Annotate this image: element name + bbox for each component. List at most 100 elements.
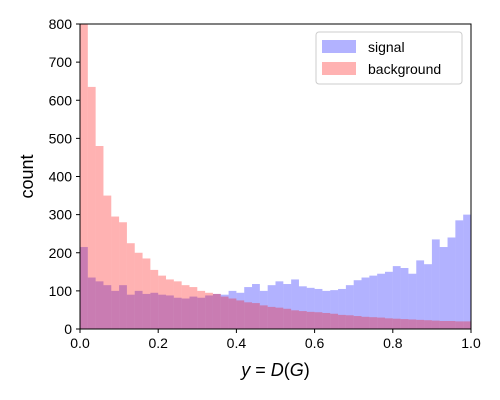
signal-bar — [205, 295, 213, 329]
signal-bar — [369, 275, 378, 329]
signal-bar — [134, 290, 143, 329]
background-bar — [463, 321, 471, 329]
signal-bar — [252, 284, 260, 329]
signal-bar — [377, 273, 385, 329]
signal-bar — [314, 288, 323, 329]
signal-bar — [447, 237, 456, 329]
background-bar — [377, 317, 385, 329]
background-bar — [189, 287, 198, 329]
signal-series — [80, 197, 495, 329]
signal-bar — [384, 271, 393, 329]
background-bar — [275, 307, 284, 329]
background-bar — [205, 292, 213, 329]
signal-bar — [103, 285, 112, 329]
signal-bar — [228, 290, 237, 329]
background-bar — [291, 310, 299, 329]
ticks-layer: 0.0 0.2 0.4 0.6 0.8 1.0 0 100 200 300 400 500 600 700… — [49, 16, 481, 351]
background-bar — [103, 195, 112, 329]
signal-bar — [87, 277, 96, 329]
x-tick-label: 1.0 — [461, 335, 481, 351]
background-bar — [439, 320, 448, 329]
background-bar — [298, 311, 307, 329]
legend-swatch-background — [322, 62, 356, 75]
signal-bar — [416, 260, 425, 329]
background-bar — [330, 313, 339, 329]
background-bar — [119, 222, 127, 329]
background-bar — [111, 216, 120, 329]
signal-bar — [479, 207, 487, 329]
signal-bar — [119, 285, 127, 329]
signal-bar — [408, 273, 417, 329]
background-bar — [369, 317, 378, 329]
y-tick-label: 200 — [49, 245, 73, 261]
legend-label-background: background — [368, 61, 441, 77]
background-bar — [126, 243, 135, 329]
signal-bar — [244, 287, 253, 329]
signal-bar — [267, 285, 276, 329]
background-bar — [471, 322, 479, 329]
signal-bar — [283, 284, 292, 329]
y-tick-label: 600 — [49, 92, 73, 108]
background-bar — [306, 311, 315, 329]
signal-bar — [431, 239, 440, 329]
signal-bar — [158, 294, 167, 329]
background-bar — [283, 308, 292, 329]
signal-bar — [212, 293, 221, 329]
signal-bar — [361, 277, 370, 329]
signal-bar — [181, 298, 190, 329]
signal-bar — [487, 197, 495, 329]
signal-bar — [259, 290, 268, 329]
signal-bar — [173, 297, 182, 329]
signal-bar — [291, 279, 299, 329]
y-tick-label: 100 — [49, 283, 73, 299]
signal-bar — [424, 264, 432, 329]
background-bar — [322, 312, 331, 329]
signal-bar — [236, 292, 245, 329]
background-bar — [479, 322, 487, 329]
background-bar — [80, 24, 88, 329]
background-bar — [252, 303, 260, 329]
background-bar — [487, 322, 495, 329]
background-bar — [408, 319, 417, 329]
y-axis-label: count — [17, 154, 37, 198]
signal-bar — [142, 293, 151, 329]
signal-bar — [150, 292, 159, 329]
background-bar — [400, 319, 409, 329]
background-series — [80, 24, 500, 329]
signal-bar — [353, 280, 362, 329]
background-bar — [142, 258, 151, 329]
background-bar — [338, 314, 346, 329]
background-bar — [236, 300, 245, 329]
x-axis-label: y = D(G) — [239, 360, 310, 380]
signal-bar — [126, 294, 135, 329]
x-tick-label: 0.4 — [227, 335, 247, 351]
legend-box — [315, 31, 463, 85]
y-tick-label: 300 — [49, 207, 73, 223]
signal-bar — [455, 220, 464, 329]
background-bar — [197, 290, 206, 329]
legend: signal background — [315, 31, 463, 85]
background-bar — [392, 318, 401, 329]
background-bar — [181, 285, 190, 329]
bars-layer — [80, 24, 500, 329]
background-bar — [212, 293, 221, 329]
background-bar — [95, 146, 104, 329]
signal-bar — [400, 268, 409, 329]
signal-bar — [220, 294, 229, 329]
background-bar — [150, 269, 159, 329]
x-tick-label: 0.8 — [383, 335, 403, 351]
background-bar — [353, 316, 362, 329]
signal-bar — [197, 297, 206, 329]
signal-bar — [338, 288, 346, 329]
background-bar — [416, 319, 425, 329]
background-bar — [158, 275, 167, 329]
background-bar — [424, 320, 432, 329]
background-bar — [384, 318, 393, 329]
y-tick-label: 500 — [49, 130, 73, 146]
signal-bar — [439, 247, 448, 329]
background-bar — [494, 322, 500, 329]
signal-bar — [189, 296, 198, 329]
background-bar — [244, 302, 253, 329]
